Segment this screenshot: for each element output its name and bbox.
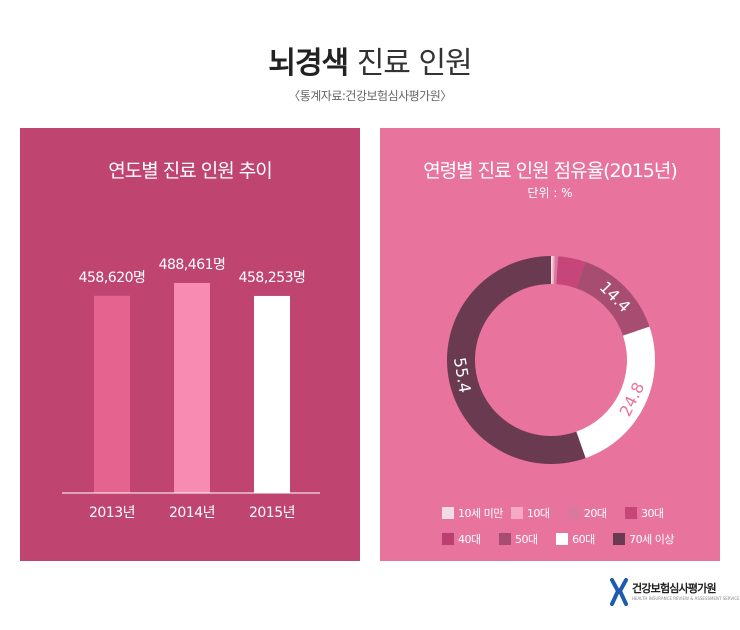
category-label: 2015년	[249, 505, 295, 521]
legend-item: 70세 이상	[613, 531, 682, 547]
legend-item: 30대	[624, 505, 682, 521]
legend-label: 30대	[640, 507, 664, 520]
legend-swatch	[613, 533, 626, 545]
legend-label: 70세 이상	[629, 533, 674, 546]
legend-swatch	[510, 507, 523, 519]
donut-slice-6	[576, 261, 650, 336]
legend-swatch	[624, 507, 637, 519]
donut-slice-1	[551, 256, 553, 285]
legend-label: 40대	[458, 533, 481, 546]
legend-label: 50대	[515, 533, 538, 546]
source-note: 〈통계자료:건강보험심사평가원〉	[288, 89, 452, 103]
logo-subtitle: HEALTH INSURANCE REVIEW & ASSESSMENT SER…	[632, 596, 740, 601]
legend-label: 10대	[526, 507, 550, 520]
legend-swatch	[556, 533, 569, 545]
legend: 10세 미만 10대 20대 30대 40대 50대 60대 70세 이상	[442, 500, 682, 552]
legend-label: 10세 미만	[458, 507, 503, 520]
legend-item: 60대	[556, 531, 613, 547]
donut-slice-7	[576, 326, 655, 459]
legend-label: 60대	[572, 533, 595, 546]
bar-value-label: 458,253명	[239, 270, 306, 286]
logo-name: 건강보험심사평가원	[632, 582, 717, 595]
legend-item: 40대	[442, 531, 499, 547]
donut-slice-2	[552, 256, 555, 285]
category-label: 2014년	[169, 505, 215, 521]
unit-label: 단위 : %	[527, 186, 573, 200]
donut-chart: 14.424.855.4	[447, 256, 655, 464]
legend-item: 10대	[510, 505, 568, 521]
page-title-bold: 뇌경색	[268, 46, 349, 81]
legend-swatch	[567, 507, 580, 519]
yearly-chart-panel: 연도별 진료 인원 추이 458,620명 2013년 488,461명 2014년 4…	[20, 128, 360, 561]
bar-chart: 458,620명 2013년 488,461명 2014년 458,253명 2015년	[62, 257, 320, 521]
donut-slice-3	[553, 256, 559, 285]
bar-chart-title: 연도별 진료 인원 추이	[108, 160, 272, 182]
legend-row: 40대 50대 60대 70세 이상	[442, 526, 682, 552]
bar-value-label: 488,461명	[159, 257, 226, 273]
page-title: 뇌경색 진료 인원	[0, 38, 740, 82]
bar-3	[254, 295, 290, 493]
legend-label: 20대	[583, 507, 607, 520]
logo: 건강보험심사평가원 HEALTH INSURANCE REVIEW & ASSE…	[610, 578, 740, 608]
legend-swatch	[499, 533, 512, 545]
age-share-panel: 연령별 진료 인원 점유율(2015년) 단위 : % 14.4 24.8 55.4…	[380, 128, 720, 561]
bar-2	[174, 282, 210, 493]
donut-chart-title: 연령별 진료 인원 점유율(2015년)	[423, 160, 678, 182]
bar-value-label: 458,620명	[79, 270, 146, 286]
logo-icon	[610, 578, 628, 606]
legend-swatch	[442, 507, 454, 519]
donut-slice-8	[447, 256, 586, 464]
bar-1	[94, 295, 130, 493]
legend-row: 10세 미만 10대 20대 30대	[442, 500, 682, 526]
legend-item: 20대	[567, 505, 625, 521]
legend-item: 10세 미만	[442, 505, 511, 521]
page-title-rest: 진료 인원	[356, 46, 473, 81]
legend-item: 50대	[499, 531, 556, 547]
category-label: 2013년	[89, 505, 135, 521]
legend-swatch	[442, 533, 454, 545]
donut-slice-4	[556, 256, 586, 289]
